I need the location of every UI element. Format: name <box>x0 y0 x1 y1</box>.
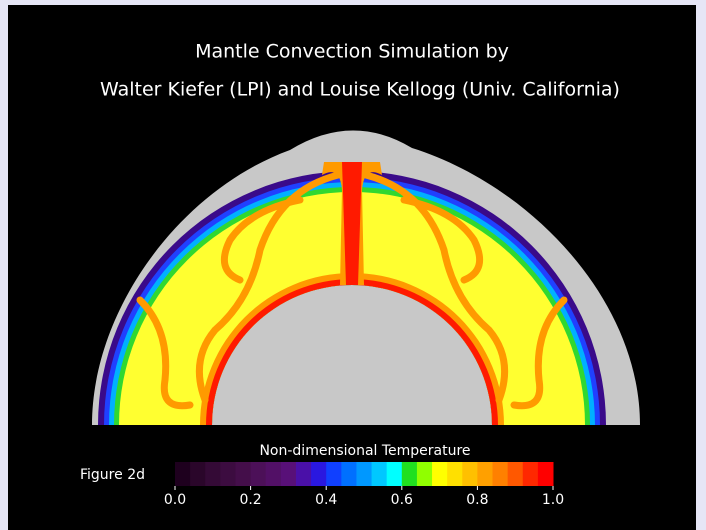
page: Mantle Convection Simulation by Walter K… <box>0 0 706 530</box>
colorbar-swatch <box>387 462 403 486</box>
colorbar-swatch <box>417 462 433 486</box>
colorbar-label: Non-dimensional Temperature <box>259 443 470 459</box>
colorbar-swatch <box>538 462 554 486</box>
colorbar-swatch <box>462 462 478 486</box>
colorbar-swatch <box>356 462 372 486</box>
colorbar-tick-label: 0.2 <box>239 492 261 508</box>
colorbar-swatch <box>220 462 236 486</box>
colorbar-swatch <box>523 462 539 486</box>
colorbar-swatch <box>190 462 206 486</box>
figure: Mantle Convection Simulation by Walter K… <box>0 0 706 530</box>
colorbar-swatch <box>372 462 388 486</box>
colorbar-swatch <box>311 462 327 486</box>
colorbar-swatch <box>175 462 191 486</box>
colorbar-swatch <box>477 462 493 486</box>
colorbar-swatch <box>402 462 418 486</box>
colorbar-swatch <box>493 462 509 486</box>
colorbar-swatch <box>447 462 463 486</box>
title-line: Mantle Convection Simulation by <box>195 41 509 63</box>
colorbar-tick-label: 0.0 <box>164 492 186 508</box>
colorbar-swatch <box>235 462 251 486</box>
figure-label: Figure 2d <box>80 467 145 483</box>
colorbar-swatch <box>205 462 221 486</box>
colorbar-swatch <box>508 462 524 486</box>
colorbar-swatch <box>326 462 342 486</box>
colorbar-swatch <box>281 462 297 486</box>
colorbar-tick-label: 0.6 <box>391 492 413 508</box>
colorbar-swatch <box>266 462 282 486</box>
colorbar-tick-label: 0.8 <box>466 492 488 508</box>
colorbar-swatch <box>432 462 448 486</box>
colorbar-tick-label: 0.4 <box>315 492 337 508</box>
colorbar-swatch <box>251 462 267 486</box>
colorbar-swatch <box>341 462 357 486</box>
colorbar-tick-label: 1.0 <box>542 492 564 508</box>
colorbar-swatch <box>296 462 312 486</box>
title-line: Walter Kiefer (LPI) and Louise Kellogg (… <box>100 79 620 101</box>
